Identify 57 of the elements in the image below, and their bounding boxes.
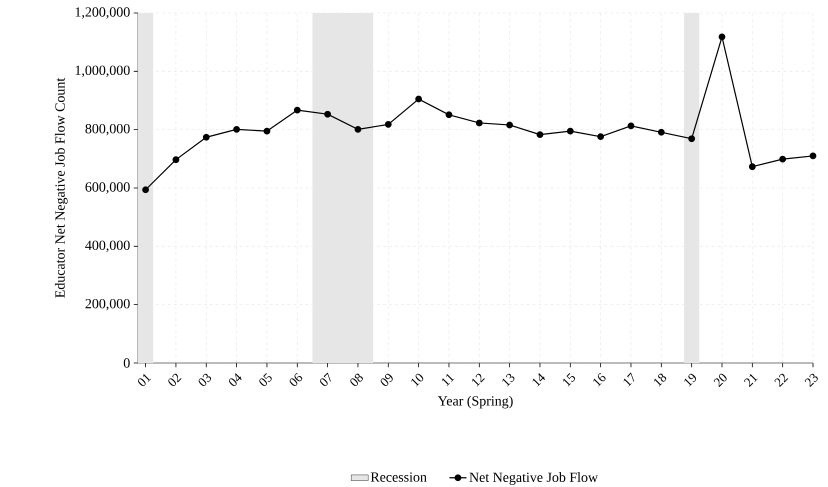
point (688, 135, 696, 142)
point (446, 111, 452, 118)
x-tick-label: 02 (168, 374, 182, 386)
point (324, 110, 331, 118)
point (536, 131, 544, 138)
point (748, 163, 756, 170)
point (384, 120, 392, 128)
x-tick-label: 12 (472, 374, 485, 386)
y-tick-label: 1,000,000 (76, 65, 130, 77)
x-tick-label: 07 (320, 372, 331, 386)
point (476, 119, 483, 126)
x-tick-label: 13 (502, 374, 514, 386)
x-tick-label: 19 (684, 374, 696, 386)
point (810, 152, 816, 160)
y-tick-label: 600,000 (86, 182, 130, 194)
point (628, 122, 634, 130)
y-axis-title: Educator Net Negative Job Flow Count (54, 78, 68, 298)
x-tick-label: 09 (380, 374, 393, 386)
x-tick-label: 14 (532, 373, 546, 386)
x-tick-label: 04 (229, 373, 242, 386)
y-tick-label: 0 (124, 358, 130, 368)
point (597, 133, 604, 140)
x-tick-label: 10 (411, 374, 424, 386)
x-tick-label: 18 (654, 373, 666, 386)
x-tick-label: 17 (624, 372, 634, 386)
point (172, 156, 180, 163)
point (566, 128, 574, 134)
point (233, 126, 240, 133)
x-tick-label: 11 (442, 374, 454, 386)
x-tick-label: 16 (593, 372, 606, 386)
point (294, 106, 301, 114)
point (718, 33, 726, 40)
point (142, 186, 149, 193)
x-tick-label: 01 (138, 374, 152, 386)
legend-label: Net Negative Job Flow (469, 472, 598, 485)
point (202, 134, 210, 140)
x-tick-label: 03 (198, 374, 212, 386)
x-axis-title: Year (Spring) (438, 396, 513, 408)
y-tick-label: 1,200,000 (76, 7, 130, 19)
x-tick-label: 15 (562, 372, 576, 386)
x-tick-label: 20 (714, 374, 727, 387)
y-tick-label: 400,000 (85, 240, 130, 252)
legend-label: Recession (370, 472, 427, 482)
y-tick-label: 200,000 (86, 298, 130, 310)
point (264, 128, 270, 134)
x-tick-label: 22 (774, 374, 788, 387)
point (415, 95, 422, 102)
x-tick-label: 08 (350, 373, 363, 386)
y-tick-label: 800,000 (85, 124, 130, 136)
point (354, 126, 362, 133)
point (658, 128, 665, 136)
x-tick-label: 21 (744, 374, 758, 387)
point (779, 156, 786, 162)
x-tick-label: 05 (259, 372, 272, 386)
x-tick-label: 06 (290, 372, 302, 386)
point (506, 121, 514, 128)
x-tick-label: 23 (804, 374, 818, 387)
